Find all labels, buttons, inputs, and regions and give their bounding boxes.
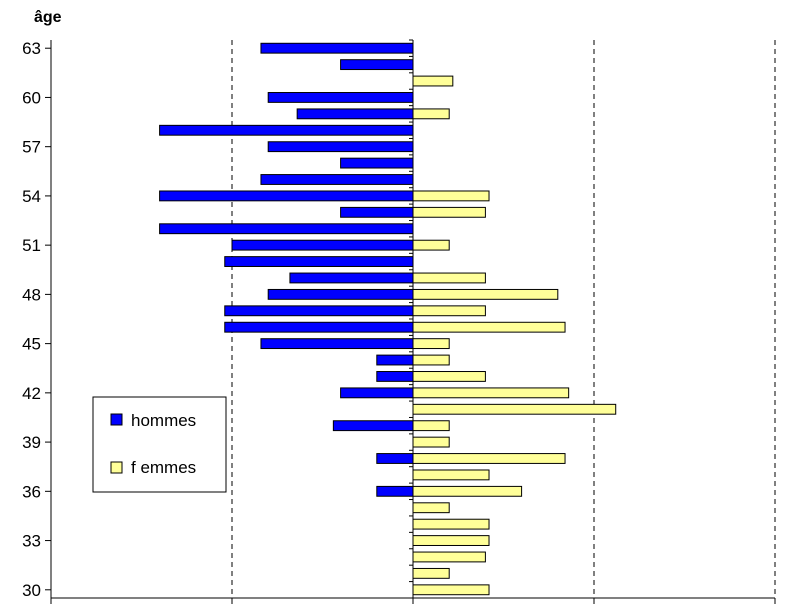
bar-hommes: [159, 223, 414, 235]
bar-femmes: [412, 387, 570, 399]
bar-femmes: [412, 338, 450, 350]
bar-femmes: [412, 75, 454, 87]
bar-hommes: [340, 387, 414, 399]
bar-hommes: [340, 59, 414, 71]
bar-hommes: [224, 305, 414, 317]
bar-hommes: [159, 124, 414, 136]
bar-hommes: [267, 92, 414, 103]
bar-hommes: [340, 206, 414, 218]
legend: hommes f emmes: [92, 396, 227, 493]
bar-hommes: [296, 108, 414, 120]
bar-femmes: [412, 567, 450, 579]
bar-femmes: [412, 190, 490, 202]
bar-femmes: [412, 288, 559, 300]
bar-hommes: [332, 420, 414, 432]
bar-femmes: [412, 502, 450, 514]
y-tick-label: 45: [22, 335, 41, 354]
y-tick-label: 48: [22, 285, 41, 304]
bar-hommes: [267, 288, 414, 300]
bar-femmes: [412, 239, 450, 251]
y-tick-label: 60: [22, 88, 41, 107]
bar-femmes: [412, 584, 490, 596]
bar-hommes: [376, 453, 414, 464]
bars-layer: [159, 42, 617, 596]
bar-hommes: [340, 157, 414, 169]
bar-femmes: [412, 436, 450, 448]
bar-hommes: [159, 190, 414, 202]
y-tick-label: 36: [22, 482, 41, 501]
bar-femmes: [412, 420, 450, 432]
bar-femmes: [412, 272, 486, 284]
y-tick-label: 63: [22, 39, 41, 58]
bar-hommes: [267, 141, 414, 153]
bar-femmes: [412, 469, 490, 481]
bar-femmes: [412, 551, 486, 563]
bar-hommes: [376, 371, 414, 382]
y-axis-label: âge: [34, 9, 62, 26]
bar-hommes: [260, 42, 414, 54]
legend-label-femmes: f emmes: [131, 458, 196, 477]
bar-hommes: [376, 354, 414, 366]
y-tick-label: 33: [22, 532, 41, 551]
legend-label-hommes: hommes: [131, 411, 196, 430]
y-tick-label: 30: [22, 581, 41, 600]
y-tick-label: 42: [22, 384, 41, 403]
bar-femmes: [412, 453, 566, 464]
bar-hommes: [231, 239, 414, 251]
bar-femmes: [412, 371, 486, 382]
y-tick-label: 54: [22, 187, 41, 206]
legend-swatch-femmes: [110, 461, 123, 474]
bar-femmes: [412, 305, 486, 317]
legend-box: [92, 396, 227, 493]
bar-femmes: [412, 206, 486, 218]
bar-femmes: [412, 485, 523, 497]
bar-femmes: [412, 518, 490, 530]
axes-layer: 6360575451484542393633301050510: [22, 39, 776, 604]
bar-hommes: [289, 272, 414, 284]
bar-hommes: [224, 321, 414, 333]
bar-hommes: [224, 256, 414, 267]
bar-femmes: [412, 108, 450, 120]
bar-femmes: [412, 321, 566, 333]
bar-hommes: [260, 174, 414, 185]
bar-femmes: [412, 403, 617, 415]
y-tick-label: 51: [22, 236, 41, 255]
legend-swatch-hommes: [110, 413, 123, 426]
bar-hommes: [260, 338, 414, 350]
bar-hommes: [376, 485, 414, 497]
bar-femmes: [412, 354, 450, 366]
bar-femmes: [412, 535, 490, 546]
y-tick-label: 57: [22, 138, 41, 157]
y-tick-label: 39: [22, 433, 41, 452]
